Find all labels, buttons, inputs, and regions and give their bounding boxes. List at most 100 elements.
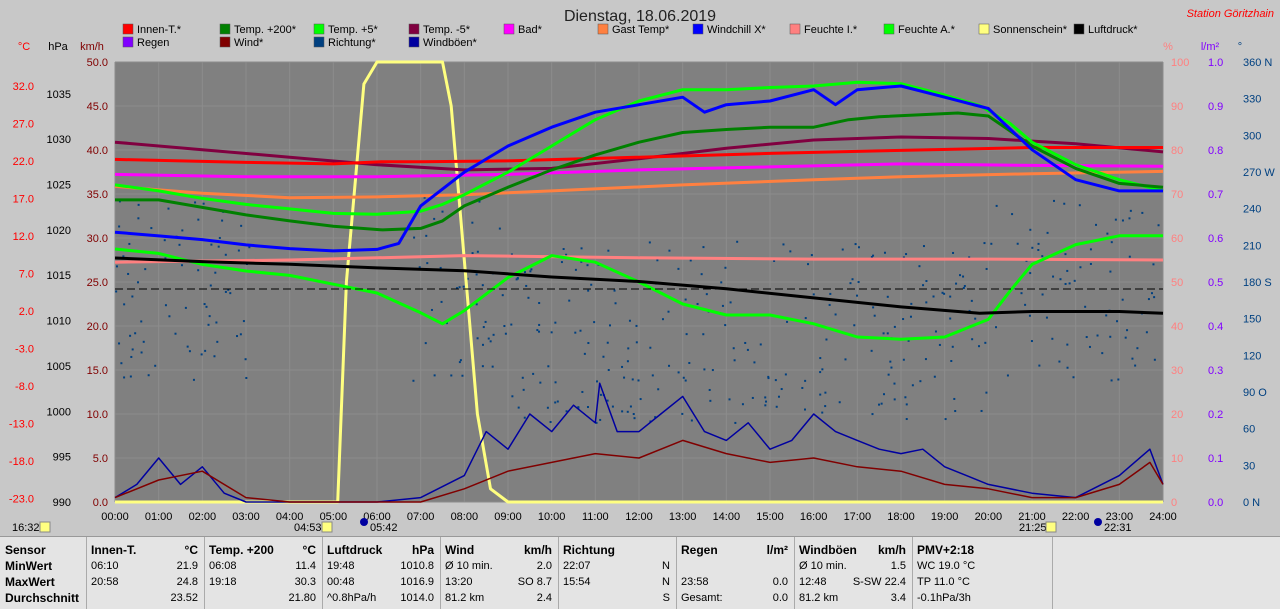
direction-point	[164, 257, 167, 260]
direction-point	[455, 287, 458, 290]
direction-point	[924, 358, 927, 361]
stat-label: 06:08	[209, 560, 237, 572]
direction-point	[632, 413, 635, 416]
direction-point	[1037, 249, 1040, 252]
legend-swatch	[313, 23, 325, 35]
direction-point	[911, 384, 914, 387]
stat-value: 23.52	[170, 592, 198, 604]
time-tick-label: 15:00	[756, 511, 784, 523]
direction-point	[510, 253, 513, 256]
legend-entry: Temp. +5*	[328, 24, 379, 36]
legend-swatch	[408, 36, 420, 48]
direction-point	[216, 340, 219, 343]
direction-point	[602, 355, 605, 358]
direction-point	[696, 302, 699, 305]
direction-point	[995, 204, 998, 207]
time-tick-label: 06:00	[363, 511, 391, 523]
direction-point	[593, 321, 596, 324]
direction-point	[492, 333, 495, 336]
series-lines	[114, 60, 1164, 504]
pct-tick-label: 100	[1171, 57, 1189, 69]
time-tick-label: 01:00	[145, 511, 173, 523]
direction-tick-label: 60	[1243, 424, 1255, 436]
direction-point	[1084, 305, 1087, 308]
direction-point	[627, 347, 630, 350]
direction-point	[611, 405, 614, 408]
direction-point	[1029, 228, 1032, 231]
current-time: 16:32	[12, 522, 40, 534]
stats-section: Temp. +200 °C 06:08 11.4 19:18 30.3 21.80	[204, 537, 323, 609]
direction-point	[744, 341, 747, 344]
direction-point	[213, 355, 216, 358]
direction-point	[720, 281, 723, 284]
direction-point	[523, 416, 526, 419]
direction-point	[547, 365, 550, 368]
direction-point	[532, 372, 535, 375]
temp-tick-label: 7.0	[19, 268, 34, 280]
lm2-tick-label: 0.8	[1208, 145, 1223, 157]
direction-tick-label: 180 S	[1243, 277, 1272, 289]
direction-point	[1025, 259, 1028, 262]
direction-point	[910, 302, 913, 305]
stat-label: 81.2 km	[445, 592, 485, 604]
temp-tick-label: -3.0	[15, 343, 34, 355]
direction-point	[821, 368, 824, 371]
direction-point	[883, 251, 886, 254]
stat-label: 12:48	[799, 576, 827, 588]
direction-point	[828, 303, 831, 306]
time-tick-label: 12:00	[625, 511, 653, 523]
direction-point	[907, 339, 910, 342]
direction-point	[1131, 357, 1134, 360]
direction-point	[734, 421, 737, 424]
direction-point	[959, 274, 962, 277]
direction-point	[221, 219, 224, 222]
direction-point	[1038, 364, 1041, 367]
direction-point	[765, 400, 768, 403]
legend-swatch	[219, 23, 231, 35]
pct-tick-label: 30	[1171, 365, 1183, 377]
legend-swatch	[883, 23, 895, 35]
direction-point	[167, 207, 170, 210]
direction-point	[1134, 364, 1137, 367]
legend-swatch	[597, 23, 609, 35]
direction-point	[129, 334, 132, 337]
direction-point	[954, 410, 957, 413]
direction-tick-label: 330	[1243, 94, 1261, 106]
time-tick-label: 13:00	[669, 511, 697, 523]
direction-point	[200, 353, 203, 356]
time-tick-label: 23:00	[1106, 511, 1134, 523]
direction-point	[857, 246, 860, 249]
kmh-tick-label: 40.0	[87, 145, 108, 157]
direction-point	[1128, 217, 1131, 220]
direction-point	[724, 266, 727, 269]
direction-point	[728, 398, 731, 401]
direction-point	[217, 245, 220, 248]
direction-point	[1089, 248, 1092, 251]
direction-point	[154, 364, 157, 367]
direction-point	[439, 266, 442, 269]
direction-point	[661, 318, 664, 321]
direction-point	[688, 361, 691, 364]
direction-point	[978, 345, 981, 348]
direction-tick-label: 120	[1243, 350, 1261, 362]
stat-value: 21.9	[176, 560, 198, 572]
direction-point	[1147, 298, 1150, 301]
direction-point	[530, 268, 533, 271]
legend-swatch	[1073, 23, 1085, 35]
direction-point	[963, 285, 966, 288]
direction-point	[498, 227, 501, 230]
section-title: Wind	[445, 543, 475, 557]
stat-value: 0.0	[772, 576, 788, 588]
legend-entry: Temp. -5*	[423, 24, 471, 36]
direction-point	[188, 350, 191, 353]
direction-point	[140, 320, 143, 323]
direction-point	[550, 331, 553, 334]
time-tick-label: 19:00	[931, 511, 959, 523]
station-name: Station Göritzhain	[1187, 8, 1274, 20]
direction-point	[579, 329, 582, 332]
direction-point	[786, 320, 789, 323]
stat-value: 11.4	[295, 560, 316, 572]
stats-section: Innen-T. °C 06:10 21.9 20:58 24.8 23.52	[86, 537, 205, 609]
direction-point	[741, 403, 744, 406]
series-line	[114, 146, 1163, 166]
